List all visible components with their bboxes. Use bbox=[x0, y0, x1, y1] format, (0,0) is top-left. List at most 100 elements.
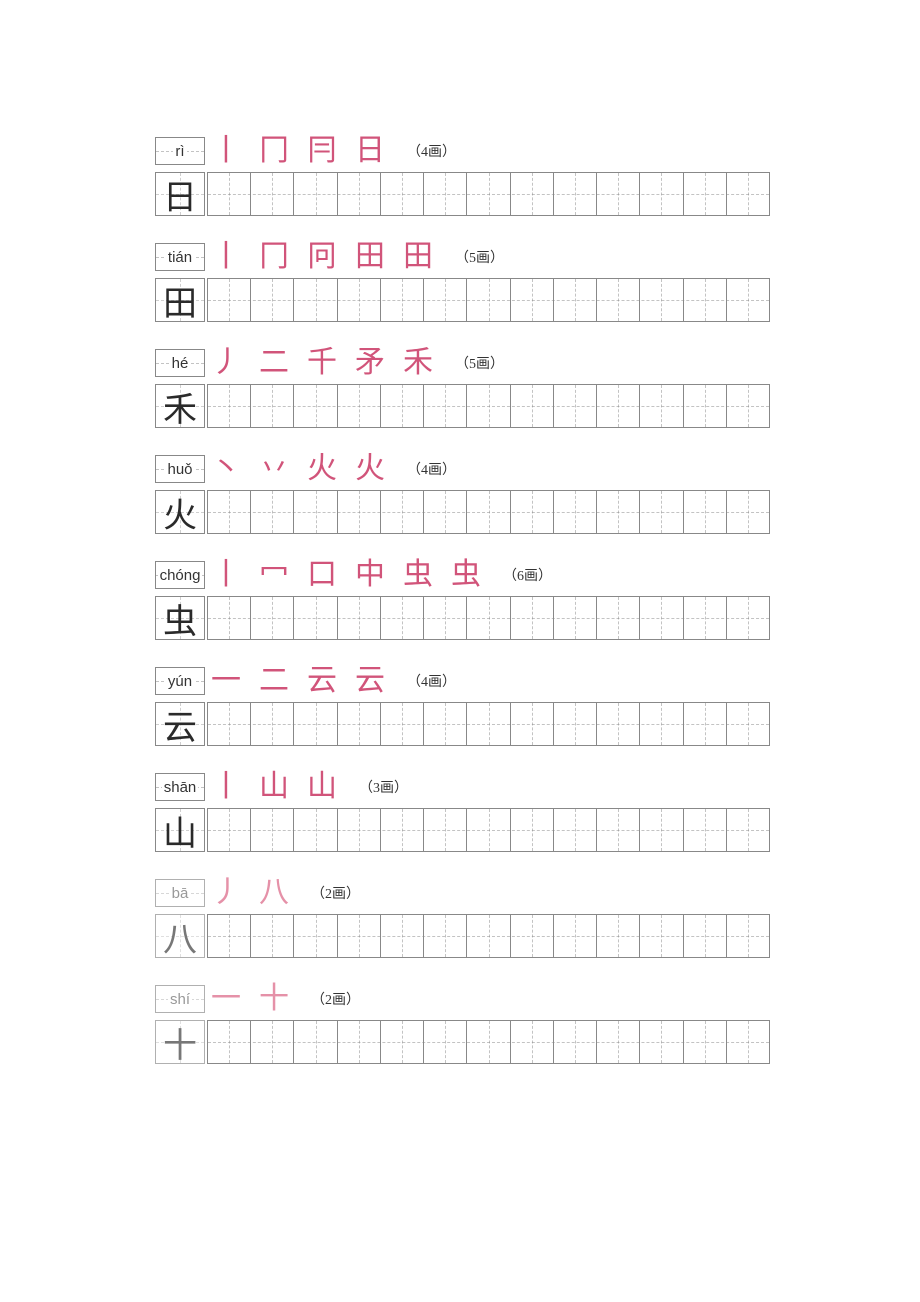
character-entry: chóng丨冖口中虫虫（6画）虫 bbox=[155, 554, 770, 640]
stroke-glyph: 丨 bbox=[211, 136, 241, 166]
practice-cell bbox=[251, 173, 294, 215]
character-entry: tián丨冂冋田田（5画）田 bbox=[155, 236, 770, 322]
pinyin-box: rì bbox=[155, 137, 205, 165]
stroke-order-row: huǒ丶丷火火（4画） bbox=[155, 448, 770, 490]
practice-grid bbox=[207, 808, 770, 852]
practice-cell bbox=[208, 703, 251, 745]
stroke-count-label: （4画） bbox=[407, 671, 456, 691]
pinyin-label: shān bbox=[162, 779, 199, 796]
practice-cell bbox=[208, 915, 251, 957]
practice-cell bbox=[640, 809, 683, 851]
stroke-glyph: 千 bbox=[307, 348, 337, 378]
practice-cell bbox=[424, 915, 467, 957]
practice-cell bbox=[424, 385, 467, 427]
practice-cell bbox=[294, 703, 337, 745]
practice-cell bbox=[511, 173, 554, 215]
practice-cell bbox=[727, 385, 769, 427]
practice-cell bbox=[727, 597, 769, 639]
practice-cell bbox=[294, 385, 337, 427]
practice-cell bbox=[251, 279, 294, 321]
practice-grid bbox=[207, 490, 770, 534]
practice-cell bbox=[727, 173, 769, 215]
practice-grid bbox=[207, 596, 770, 640]
character-glyph: 十 bbox=[163, 1018, 197, 1067]
practice-cell bbox=[511, 279, 554, 321]
strokes-container: 一十（2画） bbox=[211, 984, 770, 1014]
character-box: 禾 bbox=[155, 384, 205, 428]
practice-cell bbox=[727, 491, 769, 533]
stroke-glyph: 冃 bbox=[307, 136, 337, 166]
stroke-glyph: 一 bbox=[211, 984, 241, 1014]
practice-cell bbox=[251, 1021, 294, 1063]
stroke-glyph: 冋 bbox=[307, 242, 337, 272]
practice-cell bbox=[381, 915, 424, 957]
stroke-glyph: 口 bbox=[307, 560, 337, 590]
practice-cell bbox=[467, 173, 510, 215]
practice-cell bbox=[467, 491, 510, 533]
stroke-order-row: tián丨冂冋田田（5画） bbox=[155, 236, 770, 278]
stroke-order-row: bā丿八（2画） bbox=[155, 872, 770, 914]
practice-cell bbox=[554, 1021, 597, 1063]
stroke-glyph: 田 bbox=[355, 242, 385, 272]
practice-cell bbox=[208, 1021, 251, 1063]
practice-cell bbox=[424, 597, 467, 639]
practice-cell bbox=[338, 1021, 381, 1063]
practice-cell bbox=[554, 597, 597, 639]
practice-row: 日 bbox=[155, 172, 770, 216]
practice-cell bbox=[511, 597, 554, 639]
practice-cell bbox=[554, 173, 597, 215]
character-entry: yún一二云云（4画）云 bbox=[155, 660, 770, 746]
character-box: 八 bbox=[155, 914, 205, 958]
practice-cell bbox=[640, 703, 683, 745]
stroke-glyph: 日 bbox=[355, 136, 385, 166]
practice-cell bbox=[640, 173, 683, 215]
pinyin-box: yún bbox=[155, 667, 205, 695]
practice-cell bbox=[727, 279, 769, 321]
stroke-glyph: 云 bbox=[307, 666, 337, 696]
stroke-glyph: 二 bbox=[259, 666, 289, 696]
practice-cell bbox=[381, 173, 424, 215]
pinyin-label: bā bbox=[170, 885, 191, 902]
practice-cell bbox=[467, 385, 510, 427]
strokes-container: 丨冖口中虫虫（6画） bbox=[211, 560, 770, 590]
practice-cell bbox=[597, 809, 640, 851]
practice-cell bbox=[684, 491, 727, 533]
practice-row: 十 bbox=[155, 1020, 770, 1064]
practice-cell bbox=[640, 491, 683, 533]
stroke-count-label: （2画） bbox=[311, 989, 360, 1009]
practice-cell bbox=[294, 597, 337, 639]
stroke-glyph: 丨 bbox=[211, 772, 241, 802]
practice-grid bbox=[207, 278, 770, 322]
practice-grid bbox=[207, 384, 770, 428]
practice-cell bbox=[251, 915, 294, 957]
practice-cell bbox=[511, 1021, 554, 1063]
character-box: 云 bbox=[155, 702, 205, 746]
practice-cell bbox=[511, 809, 554, 851]
practice-cell bbox=[554, 385, 597, 427]
stroke-glyph: 中 bbox=[355, 560, 385, 590]
stroke-count-label: （5画） bbox=[455, 247, 504, 267]
character-glyph: 禾 bbox=[163, 382, 197, 431]
practice-cell bbox=[338, 491, 381, 533]
practice-grid bbox=[207, 914, 770, 958]
practice-cell bbox=[597, 279, 640, 321]
practice-cell bbox=[424, 491, 467, 533]
stroke-count-label: （6画） bbox=[503, 565, 552, 585]
stroke-glyph: 田 bbox=[403, 242, 433, 272]
practice-cell bbox=[381, 809, 424, 851]
stroke-order-row: hé 丿二千矛禾（5画） bbox=[155, 342, 770, 384]
practice-row: 云 bbox=[155, 702, 770, 746]
practice-cell bbox=[467, 809, 510, 851]
stroke-order-row: shí 一十（2画） bbox=[155, 978, 770, 1020]
practice-cell bbox=[381, 385, 424, 427]
practice-cell bbox=[554, 491, 597, 533]
practice-cell bbox=[251, 703, 294, 745]
practice-cell bbox=[294, 1021, 337, 1063]
pinyin-label: shí bbox=[168, 991, 192, 1008]
strokes-container: 丿二千矛禾（5画） bbox=[211, 348, 770, 378]
pinyin-label: hé bbox=[170, 355, 191, 372]
stroke-glyph: 火 bbox=[355, 454, 385, 484]
practice-cell bbox=[554, 809, 597, 851]
character-box: 火 bbox=[155, 490, 205, 534]
practice-cell bbox=[467, 703, 510, 745]
